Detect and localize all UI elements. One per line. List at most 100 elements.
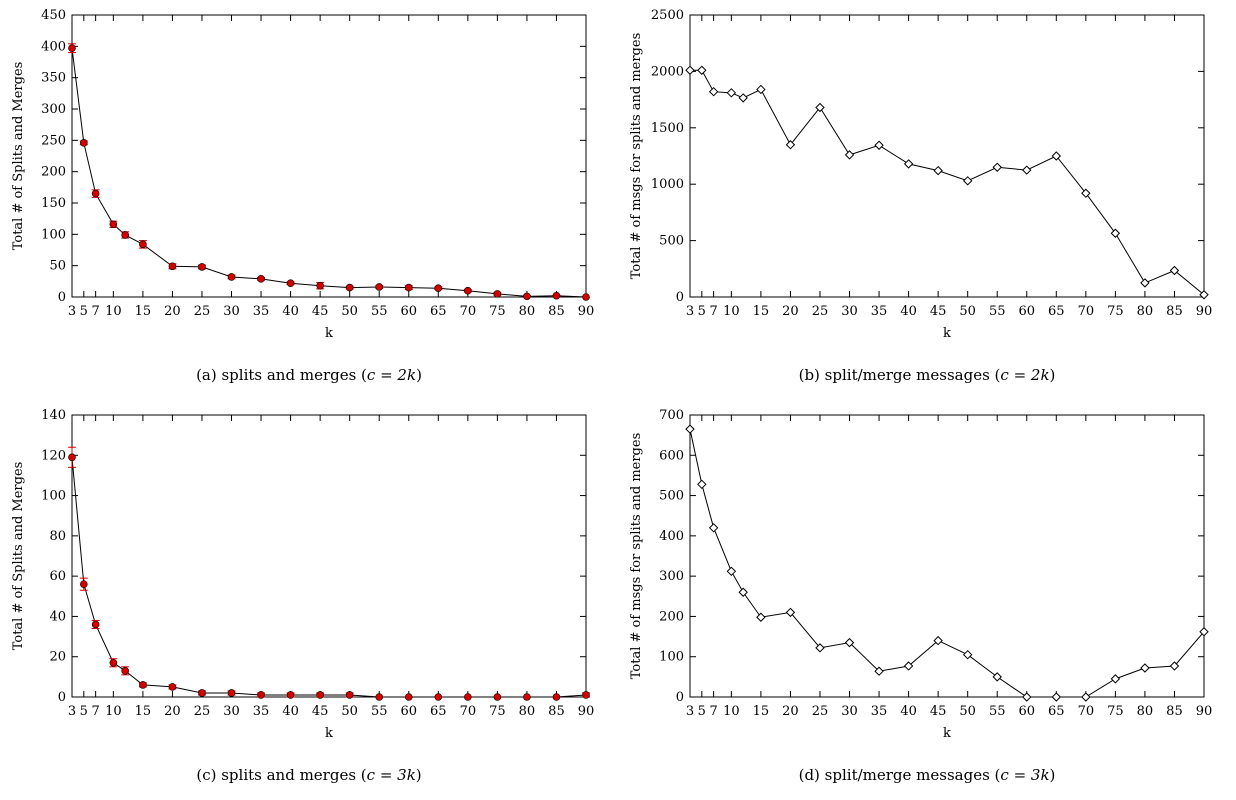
y-axis-label: Total # of Splits and Merges (11, 62, 26, 251)
data-point (582, 691, 590, 699)
data-point (903, 159, 914, 169)
x-tick-label: 3 (686, 704, 694, 719)
data-point (1022, 165, 1032, 175)
caption-b: (b) split/merge messages (c = 2k) (618, 366, 1236, 384)
data-point (198, 689, 206, 697)
data-point (121, 231, 129, 239)
data-point (903, 661, 914, 671)
y-tick-label: 40 (49, 609, 66, 624)
data-point (139, 240, 147, 249)
x-tick-label: 65 (1048, 704, 1065, 719)
y-tick-label: 200 (41, 165, 66, 180)
data-point (785, 140, 796, 150)
data-point (1199, 290, 1209, 300)
x-tick-label: 15 (135, 704, 152, 719)
x-tick-label: 85 (1166, 704, 1183, 719)
data-point (345, 691, 354, 699)
data-point (286, 279, 295, 288)
y-tick-label: 600 (659, 448, 684, 463)
x-tick-label: 15 (135, 304, 152, 319)
y-tick-label: 140 (41, 408, 66, 423)
plot-frame (689, 14, 1205, 298)
x-tick-label: 35 (253, 704, 270, 719)
x-tick-label: 50 (341, 704, 358, 719)
data-point (121, 667, 129, 675)
y-tick-label: 1500 (651, 121, 684, 136)
x-tick-label: 85 (1166, 304, 1183, 319)
data-point (708, 86, 719, 97)
x-tick-label: 70 (1078, 304, 1095, 319)
x-tick-label: 7 (709, 704, 717, 719)
x-tick-label: 85 (548, 704, 565, 719)
series-line (71, 48, 587, 298)
y-tick-label: 500 (659, 489, 684, 504)
x-tick-label: 40 (282, 704, 299, 719)
data-point (168, 683, 177, 691)
y-tick-label: 1000 (651, 177, 684, 192)
x-tick-label: 65 (1048, 304, 1065, 319)
data-point (91, 189, 100, 198)
y-tick-label: 300 (659, 569, 684, 584)
data-point (464, 693, 472, 701)
data-point (68, 453, 76, 462)
y-tick-label: 0 (58, 690, 66, 705)
data-point (404, 283, 413, 292)
x-tick-label: 80 (519, 304, 536, 319)
x-tick-label: 3 (68, 304, 76, 319)
caption-a-suffix: ) (416, 366, 422, 384)
x-tick-label: 3 (686, 304, 694, 319)
series-line (71, 457, 587, 698)
data-point (962, 649, 973, 660)
data-point (80, 139, 88, 147)
x-tick-label: 40 (900, 304, 917, 319)
y-tick-label: 20 (49, 650, 66, 665)
x-tick-label: 50 (959, 304, 976, 319)
x-tick-label: 75 (1107, 704, 1124, 719)
x-tick-label: 45 (930, 704, 947, 719)
data-point (257, 275, 265, 283)
x-tick-label: 40 (900, 704, 917, 719)
caption-c-math: c = 3k (366, 766, 416, 784)
data-point (316, 281, 324, 290)
x-tick-label: 30 (841, 704, 858, 719)
x-tick-label: 35 (871, 304, 888, 319)
data-point (1140, 278, 1150, 288)
data-point (685, 424, 695, 434)
data-point (345, 283, 354, 292)
data-point (708, 523, 719, 533)
plot-frame (71, 14, 587, 298)
data-point (874, 140, 884, 150)
x-axis-label: k (325, 326, 333, 341)
x-tick-label: 45 (312, 304, 329, 319)
data-point (375, 283, 384, 291)
x-tick-label: 55 (989, 304, 1006, 319)
x-tick-label: 5 (80, 304, 88, 319)
plot-frame (71, 414, 587, 698)
x-tick-label: 90 (1196, 304, 1213, 319)
x-tick-label: 5 (698, 704, 706, 719)
x-tick-label: 70 (460, 304, 477, 319)
data-point (68, 44, 76, 53)
x-tick-label: 60 (1018, 704, 1035, 719)
y-tick-label: 0 (676, 290, 684, 305)
x-tick-label: 7 (91, 304, 99, 319)
data-point (697, 65, 707, 75)
y-tick-label: 350 (41, 71, 66, 86)
x-tick-label: 70 (460, 704, 477, 719)
caption-d-suffix: ) (1049, 766, 1056, 784)
data-point (933, 635, 943, 646)
x-tick-label: 75 (489, 304, 506, 319)
x-tick-label: 20 (782, 704, 799, 719)
x-tick-label: 45 (312, 704, 329, 719)
caption-d: (d) split/merge messages (c = 3k) (618, 766, 1236, 784)
data-point (109, 658, 118, 667)
x-tick-label: 15 (753, 304, 770, 319)
caption-a-prefix: (a) splits and merges ( (196, 366, 367, 384)
caption-b-math: c = 2k (1000, 366, 1050, 384)
data-point (523, 693, 531, 701)
data-point (227, 689, 236, 697)
x-tick-label: 40 (282, 304, 299, 319)
